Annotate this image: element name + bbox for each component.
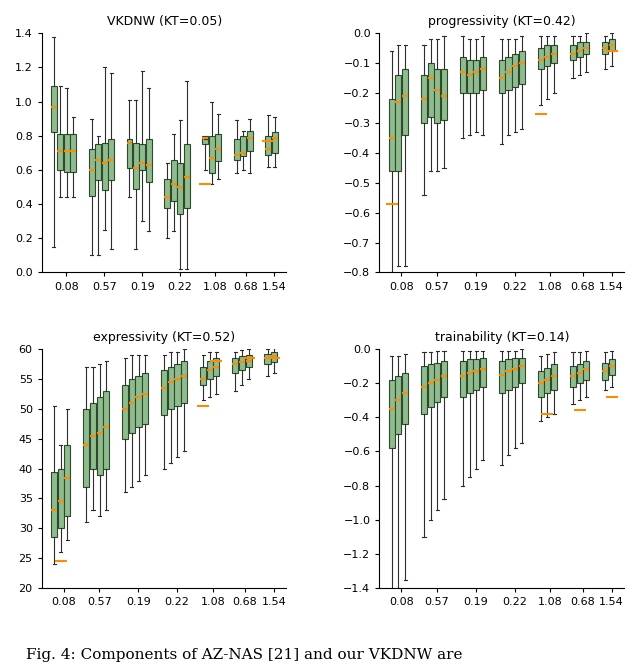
- PathPatch shape: [441, 361, 447, 397]
- PathPatch shape: [209, 136, 214, 173]
- PathPatch shape: [207, 361, 212, 379]
- PathPatch shape: [129, 379, 135, 433]
- PathPatch shape: [609, 359, 615, 375]
- PathPatch shape: [467, 359, 473, 393]
- PathPatch shape: [396, 75, 401, 171]
- PathPatch shape: [388, 380, 395, 448]
- PathPatch shape: [127, 139, 132, 169]
- Title: VKDNW (KT=0.05): VKDNW (KT=0.05): [106, 15, 221, 28]
- PathPatch shape: [200, 367, 206, 385]
- PathPatch shape: [171, 160, 177, 201]
- PathPatch shape: [133, 142, 139, 189]
- PathPatch shape: [583, 42, 589, 54]
- PathPatch shape: [441, 69, 447, 120]
- PathPatch shape: [103, 391, 109, 468]
- PathPatch shape: [213, 358, 220, 376]
- PathPatch shape: [215, 134, 221, 161]
- PathPatch shape: [499, 361, 505, 393]
- PathPatch shape: [51, 472, 57, 537]
- PathPatch shape: [88, 149, 95, 195]
- PathPatch shape: [177, 163, 183, 214]
- PathPatch shape: [57, 134, 63, 170]
- PathPatch shape: [421, 75, 427, 123]
- PathPatch shape: [83, 409, 90, 486]
- PathPatch shape: [551, 45, 557, 64]
- PathPatch shape: [240, 136, 246, 157]
- PathPatch shape: [602, 363, 608, 380]
- PathPatch shape: [122, 385, 128, 439]
- PathPatch shape: [473, 359, 479, 390]
- PathPatch shape: [202, 136, 208, 145]
- PathPatch shape: [388, 99, 395, 171]
- PathPatch shape: [181, 361, 187, 403]
- PathPatch shape: [58, 468, 64, 529]
- PathPatch shape: [544, 45, 550, 66]
- PathPatch shape: [609, 39, 615, 52]
- PathPatch shape: [506, 359, 511, 390]
- PathPatch shape: [428, 64, 434, 117]
- PathPatch shape: [435, 69, 440, 123]
- PathPatch shape: [264, 354, 271, 364]
- PathPatch shape: [538, 48, 544, 69]
- PathPatch shape: [512, 357, 518, 387]
- PathPatch shape: [271, 132, 278, 153]
- PathPatch shape: [265, 136, 271, 155]
- PathPatch shape: [519, 52, 525, 84]
- PathPatch shape: [577, 365, 582, 383]
- PathPatch shape: [184, 145, 190, 207]
- PathPatch shape: [402, 69, 408, 135]
- PathPatch shape: [467, 60, 473, 93]
- PathPatch shape: [480, 357, 486, 387]
- PathPatch shape: [246, 355, 252, 367]
- Title: trainability (KT=0.14): trainability (KT=0.14): [435, 330, 569, 344]
- PathPatch shape: [140, 145, 145, 170]
- PathPatch shape: [421, 366, 427, 414]
- PathPatch shape: [90, 403, 96, 468]
- PathPatch shape: [544, 368, 550, 393]
- PathPatch shape: [146, 139, 152, 182]
- PathPatch shape: [512, 54, 518, 87]
- Title: expressivity (KT=0.52): expressivity (KT=0.52): [93, 330, 235, 344]
- PathPatch shape: [234, 139, 239, 160]
- PathPatch shape: [271, 352, 277, 362]
- PathPatch shape: [64, 445, 70, 516]
- PathPatch shape: [506, 58, 511, 90]
- PathPatch shape: [161, 370, 167, 415]
- PathPatch shape: [232, 358, 238, 373]
- Title: progressivity (KT=0.42): progressivity (KT=0.42): [428, 15, 575, 28]
- PathPatch shape: [551, 365, 557, 390]
- PathPatch shape: [460, 361, 466, 397]
- PathPatch shape: [473, 60, 479, 93]
- PathPatch shape: [538, 371, 544, 397]
- PathPatch shape: [64, 134, 70, 172]
- PathPatch shape: [239, 356, 245, 370]
- PathPatch shape: [428, 365, 434, 407]
- PathPatch shape: [108, 139, 114, 180]
- PathPatch shape: [460, 58, 466, 93]
- PathPatch shape: [602, 42, 608, 54]
- PathPatch shape: [570, 366, 576, 387]
- PathPatch shape: [164, 179, 170, 207]
- PathPatch shape: [168, 367, 174, 409]
- PathPatch shape: [402, 373, 408, 424]
- PathPatch shape: [174, 364, 180, 406]
- PathPatch shape: [142, 373, 148, 423]
- PathPatch shape: [246, 130, 253, 151]
- PathPatch shape: [70, 134, 76, 172]
- PathPatch shape: [577, 42, 582, 58]
- PathPatch shape: [396, 377, 401, 434]
- PathPatch shape: [136, 376, 141, 427]
- PathPatch shape: [95, 145, 101, 180]
- PathPatch shape: [480, 58, 486, 90]
- PathPatch shape: [97, 397, 102, 474]
- PathPatch shape: [519, 357, 525, 383]
- Text: Fig. 4: Components of AZ-NAS [21] and our VKDNW are: Fig. 4: Components of AZ-NAS [21] and ou…: [26, 648, 462, 662]
- PathPatch shape: [51, 86, 57, 132]
- PathPatch shape: [102, 142, 108, 191]
- PathPatch shape: [499, 60, 505, 93]
- PathPatch shape: [583, 361, 589, 380]
- PathPatch shape: [435, 363, 440, 402]
- PathPatch shape: [570, 45, 576, 60]
